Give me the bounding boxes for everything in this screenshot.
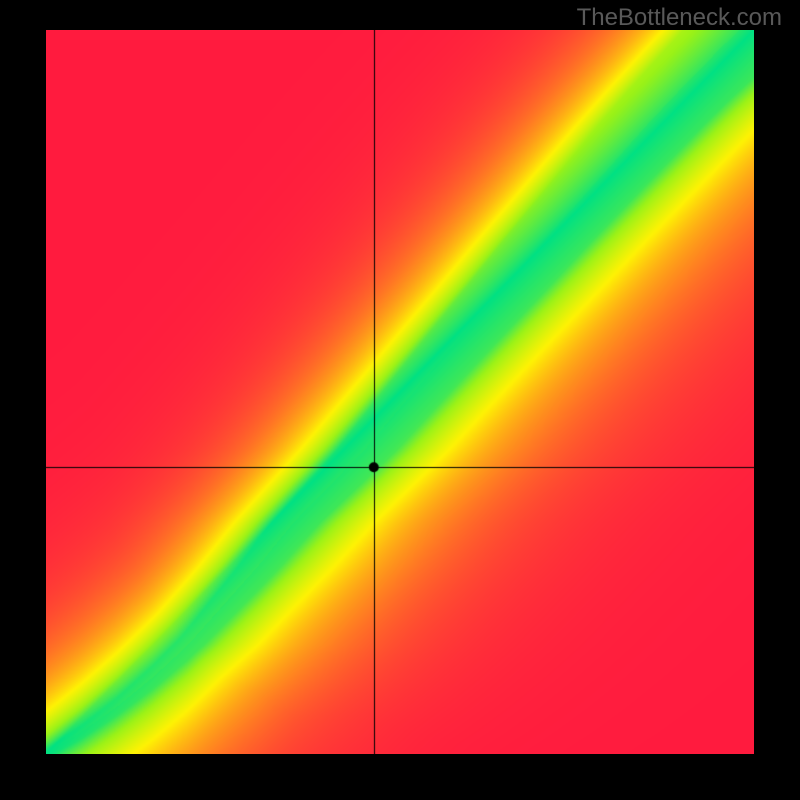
watermark-text: TheBottleneck.com [577,4,782,32]
plot-area [46,30,754,754]
chart-container: TheBottleneck.com [0,0,800,800]
heatmap-canvas [46,30,754,754]
